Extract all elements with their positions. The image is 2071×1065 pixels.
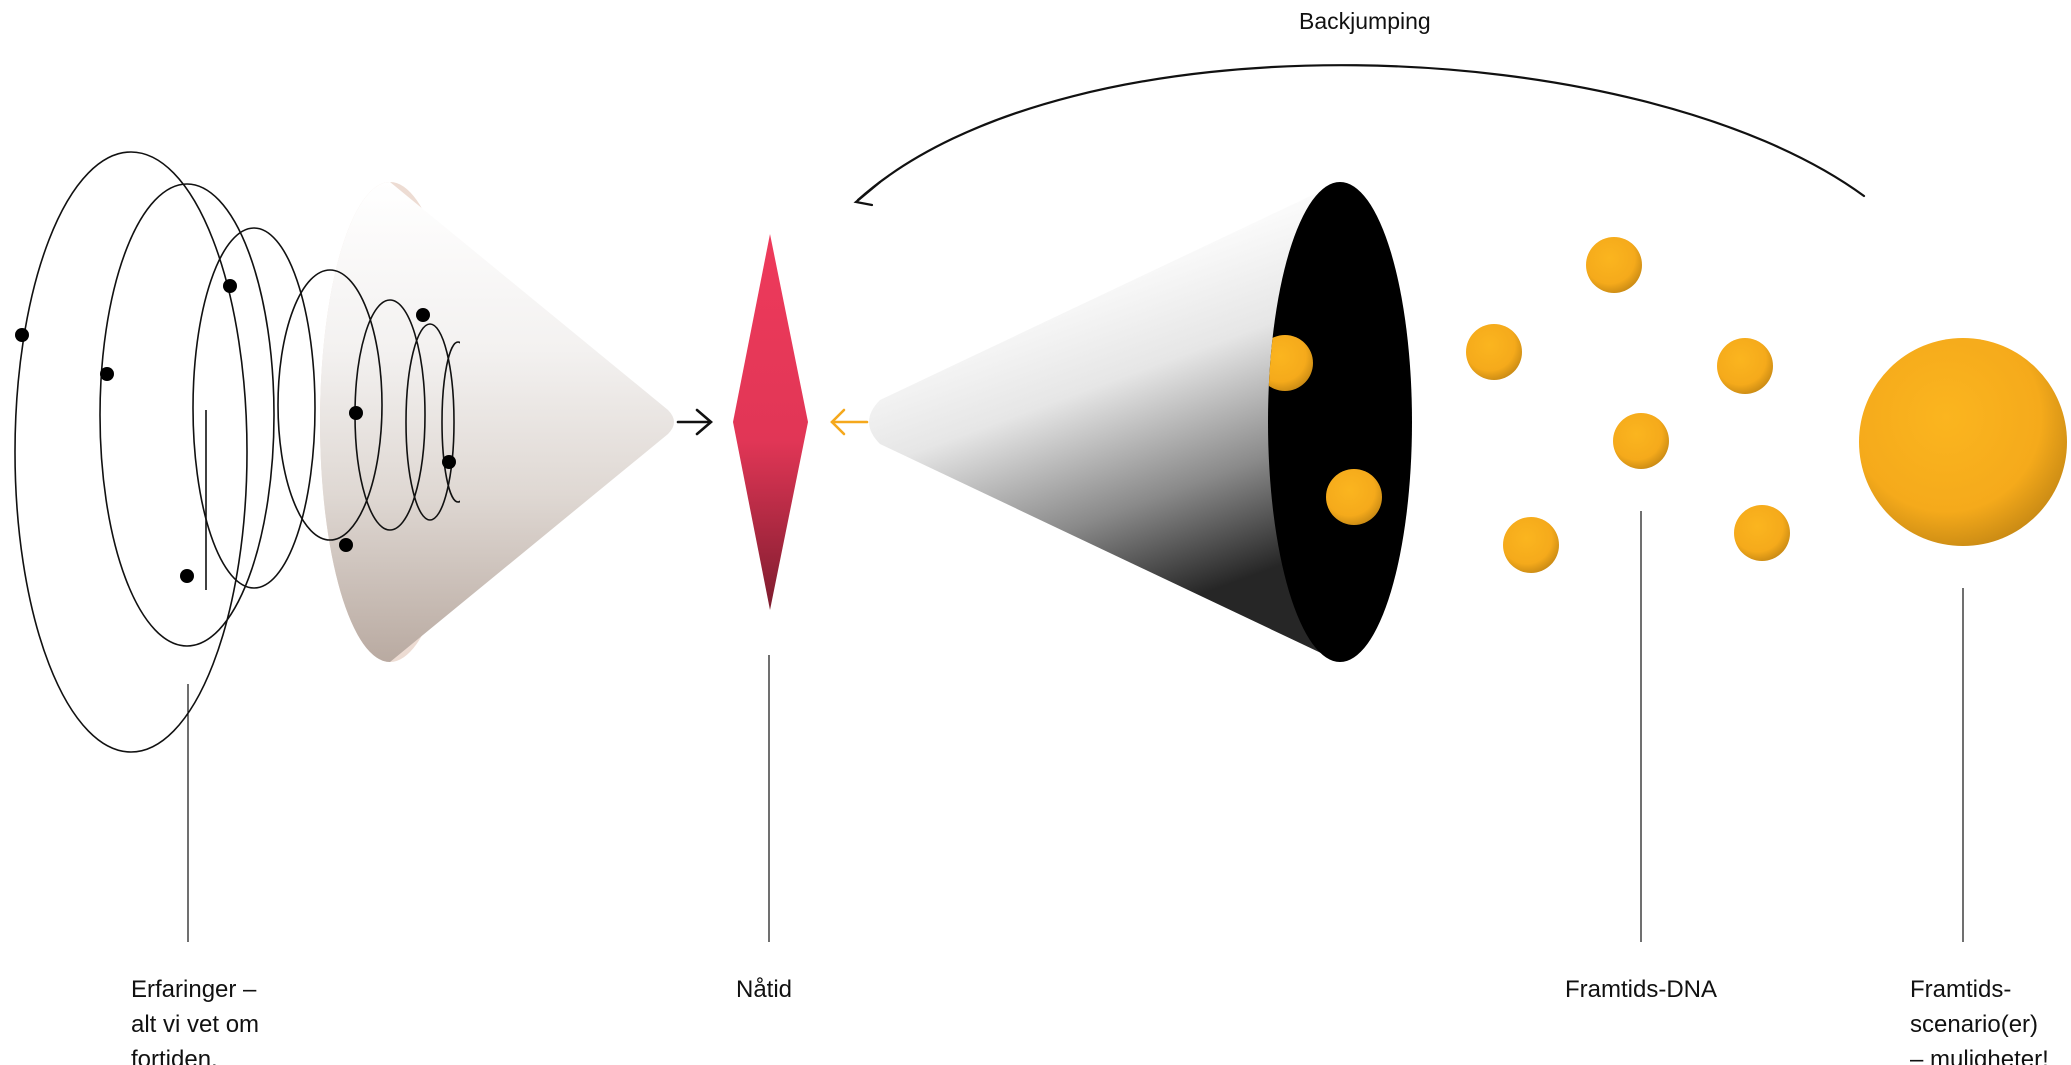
memory-dot [339, 538, 353, 552]
dna-ball [1466, 324, 1522, 380]
memory-dots [15, 279, 456, 583]
past-label-line: alt vi vet om [131, 1011, 260, 1038]
memory-dot [349, 406, 363, 420]
future-to-present-arrow [830, 408, 869, 436]
present-diamond [733, 234, 808, 610]
past-label-line: fortiden. [131, 1046, 218, 1065]
scenario-ball [1859, 338, 2067, 546]
memory-dot [223, 279, 237, 293]
memory-dot [180, 569, 194, 583]
past-label: Erfaringer – alt vi vet om fortiden. [131, 972, 259, 1065]
present-label: Nåtid [736, 976, 793, 1003]
future-cone-body [869, 182, 1340, 662]
past-cone-body [320, 182, 674, 662]
scenario-label-line: scenario(er) [1910, 1011, 2039, 1038]
past-to-present-arrow [676, 408, 713, 436]
past-label-line: Erfaringer – [131, 976, 257, 1003]
memory-dot [442, 455, 456, 469]
scenario-label-line: Framtids- [1910, 976, 2012, 1003]
past-cone [320, 182, 674, 662]
dna-ball [1717, 338, 1773, 394]
scenario-label: Framtids- scenario(er) – muligheter! [1910, 972, 2049, 1065]
experience-spiral [14, 151, 460, 753]
dna-ball [1586, 237, 1642, 293]
future-seed-ball [1326, 469, 1382, 525]
memory-dot [15, 328, 29, 342]
future-dna-label: Framtids-DNA [1565, 976, 1718, 1003]
future-cone-mouth [1268, 182, 1412, 662]
memory-dot [416, 308, 430, 322]
dna-ball [1503, 517, 1559, 573]
backjumping-label: Backjumping [1299, 8, 1431, 34]
dna-ball [1613, 413, 1669, 469]
backjumping-arrow [853, 64, 1866, 207]
future-dna-balls [1466, 237, 1790, 573]
dna-ball [1734, 505, 1790, 561]
leader-lines [187, 511, 1964, 942]
scenario-label-line: – muligheter! [1910, 1046, 2049, 1065]
future-cone [869, 182, 1412, 662]
memory-dot [100, 367, 114, 381]
